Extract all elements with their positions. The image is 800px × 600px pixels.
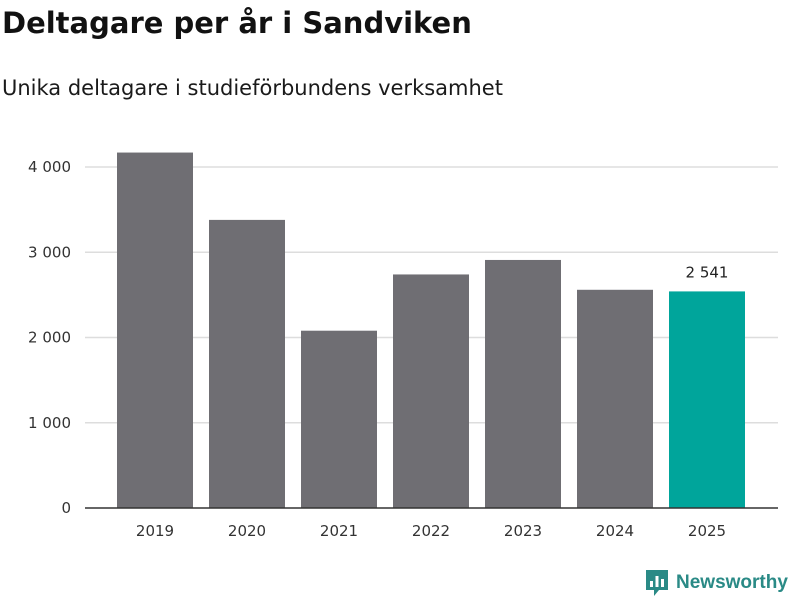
x-tick-label: 2025 (688, 522, 726, 540)
bar-2021 (301, 330, 377, 508)
bar-2019 (117, 152, 193, 509)
newsworthy-logo-text: Newsworthy (676, 572, 788, 593)
y-tick-label: 4 000 (28, 158, 71, 176)
y-axis-ticks: 0 1 000 2 000 3 000 4 000 (28, 158, 71, 517)
x-axis-ticks: 2019 2020 2021 2022 2023 2024 2025 (136, 522, 726, 540)
data-labels: 2 541 (686, 263, 729, 281)
x-tick-label: 2022 (412, 522, 450, 540)
data-label: 2 541 (686, 263, 729, 281)
y-tick-label: 0 (61, 499, 71, 517)
chart-title: Deltagare per år i Sandviken (2, 6, 472, 40)
bar-2020 (209, 219, 285, 508)
chart-subtitle: Unika deltagare i studieförbundens verks… (2, 76, 503, 100)
bar-2024 (577, 289, 653, 508)
bar-2025 (669, 291, 745, 508)
x-tick-label: 2023 (504, 522, 542, 540)
newsworthy-logo-icon (646, 570, 668, 596)
y-tick-label: 3 000 (28, 243, 71, 261)
x-tick-label: 2021 (320, 522, 358, 540)
y-tick-label: 2 000 (28, 329, 71, 347)
bar-2022 (393, 274, 469, 508)
x-tick-label: 2019 (136, 522, 174, 540)
bars (117, 152, 745, 509)
x-tick-label: 2020 (228, 522, 266, 540)
x-tick-label: 2024 (596, 522, 634, 540)
y-tick-label: 1 000 (28, 414, 71, 432)
bar-2023 (485, 259, 561, 508)
newsworthy-logo: Newsworthy (644, 568, 788, 598)
